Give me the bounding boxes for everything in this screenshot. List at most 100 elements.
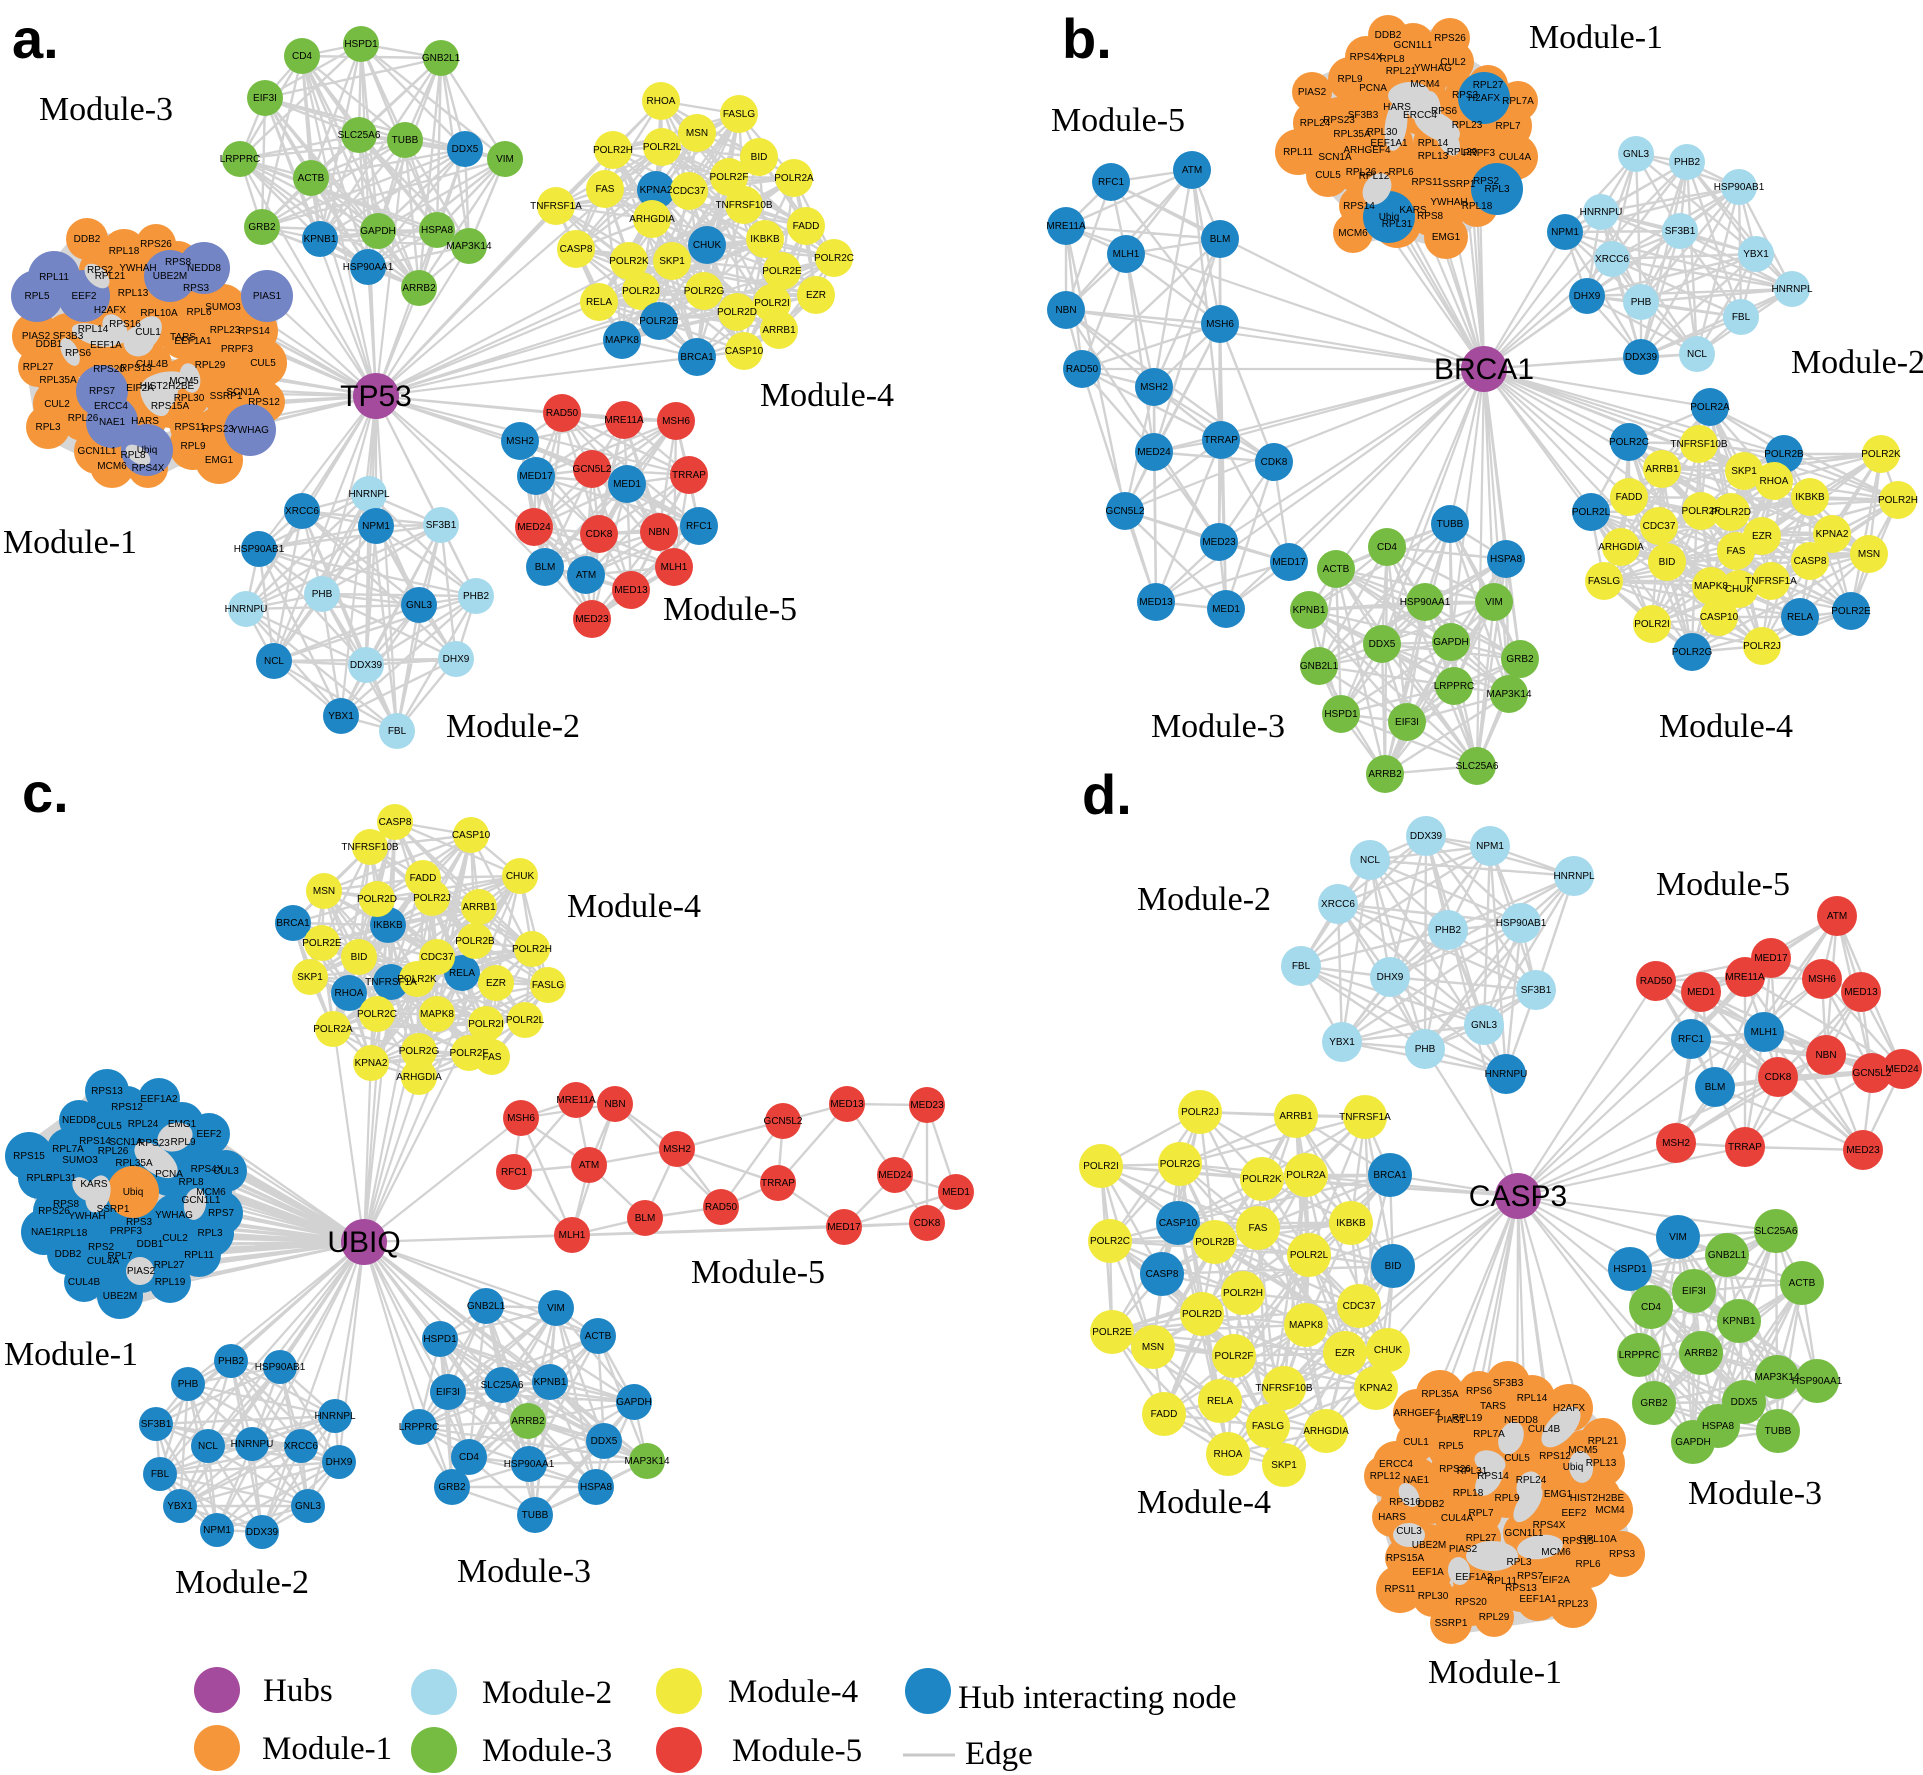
svg-text:CUL2: CUL2: [44, 399, 70, 410]
svg-text:POLR2I: POLR2I: [468, 1019, 504, 1030]
svg-text:VIM: VIM: [1669, 1232, 1687, 1243]
svg-text:MCM5: MCM5: [169, 376, 199, 387]
svg-text:RPS12: RPS12: [111, 1102, 143, 1113]
svg-text:SKP1: SKP1: [297, 972, 323, 983]
svg-text:POLR2F: POLR2F: [710, 172, 749, 183]
svg-text:CUL4B: CUL4B: [136, 359, 169, 370]
svg-text:RPL35A: RPL35A: [1421, 1389, 1459, 1400]
svg-text:MSH2: MSH2: [506, 436, 534, 447]
svg-text:POLR2G: POLR2G: [399, 1046, 440, 1057]
svg-text:LRPPRC: LRPPRC: [220, 154, 261, 165]
svg-text:CHUK: CHUK: [1374, 1345, 1403, 1356]
svg-text:Module-4: Module-4: [567, 888, 701, 925]
svg-text:ERCC4: ERCC4: [1379, 1459, 1413, 1470]
svg-text:GNB2L1: GNB2L1: [467, 1301, 506, 1312]
svg-text:MRE11A: MRE11A: [1725, 972, 1765, 983]
svg-text:RELA: RELA: [586, 297, 612, 308]
svg-text:TP53: TP53: [340, 380, 412, 413]
svg-text:UBE2M: UBE2M: [103, 1291, 137, 1302]
svg-text:Module-2: Module-2: [175, 1564, 309, 1601]
svg-text:Module-3: Module-3: [457, 1553, 591, 1590]
svg-text:POLR2F: POLR2F: [1682, 506, 1721, 517]
svg-text:POLR2E: POLR2E: [302, 938, 342, 949]
svg-text:RPL9: RPL9: [170, 1137, 195, 1148]
svg-text:TNFRSF10B: TNFRSF10B: [341, 842, 399, 853]
svg-text:NBN: NBN: [1055, 305, 1076, 316]
svg-text:RPS13: RPS13: [91, 1086, 123, 1097]
svg-text:EEF2: EEF2: [71, 291, 96, 302]
svg-text:YWHAG: YWHAG: [155, 1210, 193, 1221]
svg-text:PIAS1: PIAS1: [253, 291, 282, 302]
svg-text:XRCC6: XRCC6: [1595, 254, 1629, 265]
svg-text:RPL24: RPL24: [128, 1119, 159, 1130]
svg-text:EEF1A1: EEF1A1: [1519, 1594, 1557, 1605]
svg-text:Module-5: Module-5: [663, 591, 797, 628]
svg-text:IKBKB: IKBKB: [373, 920, 403, 931]
svg-text:Module-1: Module-1: [4, 1336, 138, 1373]
svg-text:RPS20: RPS20: [93, 364, 125, 375]
svg-text:PHB: PHB: [1631, 297, 1652, 308]
svg-text:MAPK8: MAPK8: [1289, 1320, 1323, 1331]
svg-text:MED1: MED1: [1212, 604, 1240, 615]
svg-text:NCL: NCL: [1360, 855, 1380, 866]
svg-text:DDB2: DDB2: [55, 1249, 82, 1260]
svg-text:RPL27: RPL27: [154, 1260, 185, 1271]
svg-text:CHUK: CHUK: [1725, 584, 1754, 595]
svg-text:GCN5L2: GCN5L2: [1106, 506, 1145, 517]
svg-text:RPL7: RPL7: [107, 1251, 132, 1262]
svg-text:POLR2K: POLR2K: [1242, 1174, 1282, 1185]
svg-text:b.: b.: [1062, 7, 1112, 70]
svg-text:PHB2: PHB2: [463, 591, 490, 602]
svg-text:RFC1: RFC1: [1678, 1034, 1705, 1045]
svg-text:POLR2B: POLR2B: [1764, 449, 1804, 460]
svg-text:RPL27: RPL27: [23, 362, 54, 373]
svg-text:POLR2D: POLR2D: [1711, 507, 1751, 518]
svg-text:RPS14: RPS14: [1477, 1471, 1509, 1482]
svg-text:MCM5: MCM5: [1568, 1445, 1598, 1456]
svg-text:KPNA2: KPNA2: [640, 185, 673, 196]
svg-text:HSPD1: HSPD1: [1324, 709, 1358, 720]
svg-text:SLC25A6: SLC25A6: [1456, 761, 1499, 772]
svg-text:Module-4: Module-4: [1137, 1484, 1271, 1521]
svg-text:RPL11: RPL11: [184, 1250, 214, 1261]
svg-text:MCM6: MCM6: [196, 1187, 226, 1198]
svg-text:POLR2K: POLR2K: [609, 256, 649, 267]
svg-text:PIAS2: PIAS2: [22, 331, 51, 342]
svg-text:ARRB2: ARRB2: [1368, 769, 1402, 780]
svg-text:SUMO3: SUMO3: [205, 302, 241, 313]
svg-text:RPS11: RPS11: [175, 422, 206, 433]
svg-text:RPL3: RPL3: [1484, 184, 1509, 195]
svg-text:CD4: CD4: [459, 1452, 479, 1463]
svg-text:CDC37: CDC37: [421, 952, 454, 963]
svg-text:HNRNPL: HNRNPL: [314, 1411, 356, 1422]
svg-text:SUMO3: SUMO3: [62, 1155, 98, 1166]
svg-text:RPS23: RPS23: [202, 424, 234, 435]
svg-text:MED23: MED23: [575, 614, 609, 625]
svg-text:ARHGDIA: ARHGDIA: [1598, 542, 1644, 553]
svg-text:Module-1: Module-1: [262, 1731, 392, 1767]
svg-text:SF3B3: SF3B3: [1348, 110, 1379, 121]
svg-text:POLR2C: POLR2C: [357, 1009, 397, 1020]
svg-text:ARRB1: ARRB1: [762, 325, 796, 336]
svg-text:SKP1: SKP1: [659, 256, 685, 267]
svg-text:POLR2J: POLR2J: [1743, 641, 1781, 652]
svg-text:POLR2G: POLR2G: [1160, 1159, 1201, 1170]
svg-text:CHUK: CHUK: [506, 871, 535, 882]
svg-text:UBE2M: UBE2M: [1412, 1540, 1446, 1551]
svg-text:NEDD8: NEDD8: [62, 1115, 96, 1126]
svg-text:HSP90AA1: HSP90AA1: [343, 262, 394, 273]
svg-text:Module-2: Module-2: [1137, 881, 1271, 918]
svg-text:GCN1L1: GCN1L1: [1394, 40, 1433, 51]
svg-text:GCN5L2: GCN5L2: [573, 464, 612, 475]
svg-text:Module-5: Module-5: [691, 1254, 825, 1291]
svg-text:ARRB1: ARRB1: [1279, 1111, 1313, 1122]
svg-text:FAS: FAS: [1727, 546, 1746, 557]
svg-text:MED1: MED1: [1687, 987, 1715, 998]
svg-text:CASP8: CASP8: [1794, 556, 1827, 567]
svg-text:RPL18: RPL18: [109, 246, 140, 257]
svg-text:SSRP1: SSRP1: [97, 1204, 130, 1215]
svg-text:GCN5L2: GCN5L2: [764, 1116, 803, 1127]
svg-text:HARS: HARS: [131, 416, 159, 427]
svg-text:NCL: NCL: [264, 656, 284, 667]
svg-text:CDK8: CDK8: [1765, 1072, 1792, 1083]
